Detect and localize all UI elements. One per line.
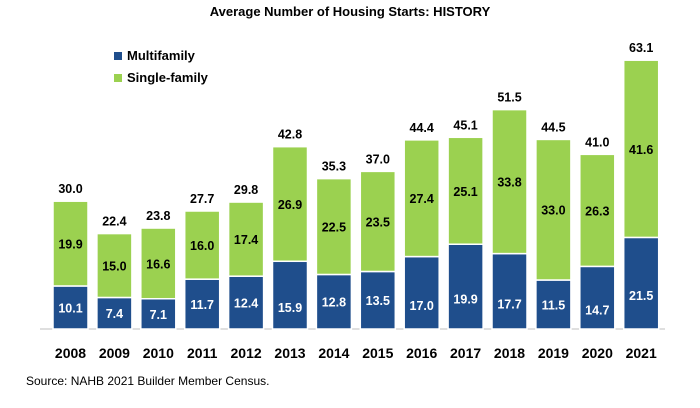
bar-single-family-2017 [447, 136, 484, 245]
x-tick-label-2020: 2020 [582, 345, 613, 361]
bar-multifamily-2011 [183, 278, 221, 330]
bar-multifamily-2017 [447, 243, 484, 330]
x-tick-label-2016: 2016 [406, 345, 437, 361]
bar-single-family-2012 [227, 201, 265, 277]
value-label-single-family-2021: 41.6 [629, 143, 653, 157]
total-label-2013: 42.8 [278, 128, 302, 142]
x-tick-label-2011: 2011 [187, 345, 218, 361]
bar-multifamily-2021 [622, 236, 660, 330]
value-label-multifamily-2018: 17.7 [497, 297, 521, 311]
bar-single-family-2010 [140, 227, 177, 300]
total-label-2011: 27.7 [190, 192, 214, 206]
value-label-multifamily-2019: 11.5 [542, 299, 566, 313]
value-label-multifamily-2014: 12.8 [322, 296, 346, 310]
total-label-2010: 23.8 [146, 209, 170, 223]
value-label-multifamily-2021: 21.5 [629, 289, 653, 303]
total-label-2008: 30.0 [58, 182, 82, 196]
value-label-multifamily-2015: 13.5 [366, 294, 390, 308]
value-label-single-family-2012: 17.4 [234, 233, 258, 247]
x-tick-label-2012: 2012 [231, 345, 262, 361]
value-label-multifamily-2017: 19.9 [453, 293, 477, 307]
legend-label-single-family: Single-family [127, 70, 209, 85]
bar-single-family-2016 [403, 139, 440, 258]
bar-single-family-2020 [579, 153, 616, 268]
bar-multifamily-2016 [403, 255, 440, 330]
value-label-single-family-2017: 25.1 [453, 185, 477, 199]
legend-swatch-single-family [114, 74, 122, 82]
value-label-single-family-2008: 19.9 [58, 238, 82, 252]
legend: Multifamily Single-family [114, 48, 209, 85]
total-label-2014: 35.3 [322, 160, 346, 174]
chart-title: Average Number of Housing Starts: HISTOR… [210, 4, 491, 19]
x-tick-label-2019: 2019 [538, 345, 569, 361]
value-label-multifamily-2016: 17.0 [410, 299, 434, 313]
legend-swatch-multifamily [114, 52, 122, 60]
total-label-2021: 63.1 [629, 41, 653, 55]
value-label-multifamily-2011: 11.7 [190, 298, 214, 312]
bar-multifamily-2012 [227, 275, 265, 330]
total-label-2017: 45.1 [453, 118, 477, 132]
bar-multifamily-2018 [491, 252, 528, 330]
source-note: Source: NAHB 2021 Builder Member Census. [26, 374, 270, 388]
value-label-single-family-2018: 33.8 [497, 176, 521, 190]
bar-multifamily-2013 [271, 260, 309, 330]
total-label-2016: 44.4 [410, 121, 434, 135]
bar-single-family-2019 [535, 138, 572, 281]
value-label-single-family-2010: 16.6 [146, 257, 170, 271]
value-label-single-family-2013: 26.9 [278, 198, 302, 212]
bar-multifamily-2010 [140, 298, 177, 330]
bar-single-family-2018 [491, 108, 528, 255]
bar-multifamily-2008 [52, 285, 89, 330]
bar-single-family-2009 [96, 232, 133, 299]
x-tick-label-2021: 2021 [626, 345, 657, 361]
x-tick-label-2010: 2010 [143, 345, 174, 361]
x-tick-label-2015: 2015 [362, 345, 393, 361]
bar-single-family-2015 [359, 170, 397, 273]
value-label-single-family-2016: 27.4 [410, 192, 434, 206]
x-tick-label-2014: 2014 [318, 345, 349, 361]
x-tick-label-2018: 2018 [494, 345, 525, 361]
value-label-single-family-2014: 22.5 [322, 221, 346, 235]
x-tick-label-2013: 2013 [274, 345, 305, 361]
bars-group [52, 59, 660, 330]
total-label-2015: 37.0 [366, 152, 390, 166]
bar-single-family-2021 [622, 59, 660, 239]
value-label-single-family-2015: 23.5 [366, 215, 390, 229]
bar-single-family-2013 [271, 145, 309, 263]
bar-single-family-2008 [52, 200, 89, 287]
total-label-2020: 41.0 [585, 135, 609, 149]
total-label-2012: 29.8 [234, 183, 258, 197]
value-label-single-family-2011: 16.0 [190, 239, 214, 253]
bar-single-family-2011 [183, 210, 221, 280]
value-label-single-family-2020: 26.3 [585, 204, 609, 218]
value-label-single-family-2019: 33.0 [541, 204, 565, 218]
bar-multifamily-2020 [579, 265, 616, 330]
x-tick-label-2009: 2009 [99, 345, 130, 361]
value-label-multifamily-2013: 15.9 [278, 301, 302, 315]
total-label-2018: 51.5 [497, 91, 521, 105]
bar-multifamily-2014 [315, 273, 353, 330]
labels-group: 10.1 19.9 30.0 2008 7.4 15.0 22.4 2009 7.1 16.6 23… [55, 41, 657, 361]
legend-label-multifamily: Multifamily [127, 48, 196, 63]
value-label-multifamily-2008: 10.1 [58, 301, 82, 315]
value-label-multifamily-2020: 14.7 [585, 304, 609, 318]
value-label-multifamily-2009: 7.4 [106, 307, 123, 321]
value-label-multifamily-2012: 12.4 [234, 297, 258, 311]
bar-multifamily-2019 [535, 279, 572, 330]
total-label-2009: 22.4 [102, 215, 126, 229]
bar-single-family-2014 [315, 177, 353, 276]
total-label-2019: 44.5 [541, 120, 565, 134]
value-label-multifamily-2010: 7.1 [150, 308, 167, 322]
x-tick-label-2017: 2017 [450, 345, 481, 361]
value-label-single-family-2009: 15.0 [102, 260, 126, 274]
x-tick-label-2008: 2008 [55, 345, 86, 361]
